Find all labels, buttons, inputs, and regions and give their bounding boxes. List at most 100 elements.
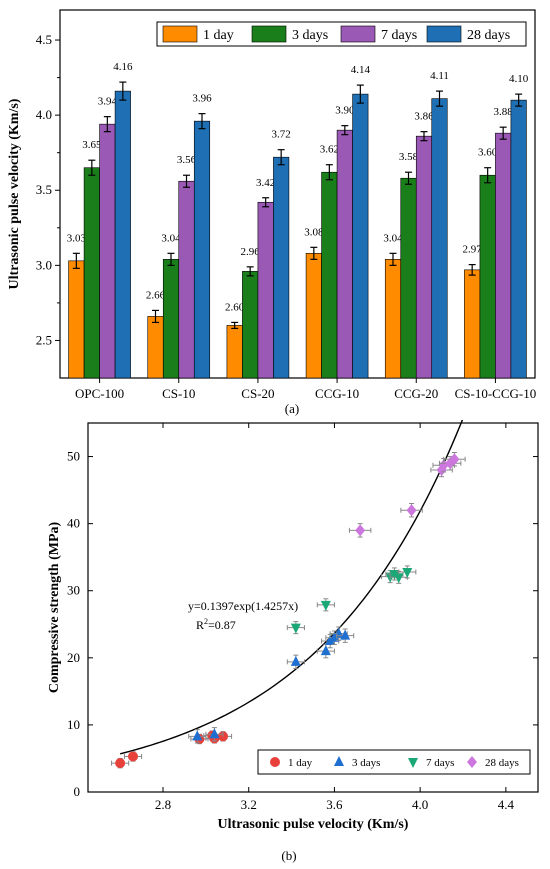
data-label: 3.58 <box>399 151 419 163</box>
y-axis-title-b: Compressive strength (MPa) <box>47 521 62 693</box>
data-point <box>449 453 460 466</box>
bar <box>273 156 290 379</box>
r2-superscript: 2 <box>204 617 208 626</box>
legend-label: 1 day <box>203 28 234 43</box>
x-tick-label-b: 3.6 <box>326 797 343 812</box>
series-triangle-up <box>188 626 355 744</box>
data-label: 4.14 <box>351 64 371 76</box>
x-tick-label-a: CS-20 <box>241 386 274 401</box>
data-label: 3.88 <box>494 106 514 118</box>
bar <box>68 260 85 379</box>
bar <box>336 129 353 379</box>
bar <box>384 259 402 379</box>
data-label: 3.62 <box>320 144 339 156</box>
r2-prefix: R <box>196 618 204 632</box>
y-tick-label-a: 2.5 <box>36 332 52 347</box>
series-triangle-down <box>286 565 417 635</box>
bar <box>352 93 369 379</box>
data-label: 4.11 <box>430 70 449 82</box>
data-point <box>436 463 447 476</box>
x-tick-label-b: 2.8 <box>155 797 171 812</box>
data-label: 2.66 <box>146 289 166 301</box>
bar <box>242 271 259 379</box>
bar <box>415 135 433 379</box>
legend-swatch <box>426 25 462 43</box>
data-label: 3.42 <box>256 177 275 189</box>
data-point <box>325 635 336 646</box>
bar-chart-a: 2.5 3.0 3.5 4.0 4.5 Ultrasonic pulse velocity… <box>7 9 537 416</box>
y-tick-label-a: 4.0 <box>36 107 52 122</box>
legend-label: 7 days <box>381 28 417 43</box>
data-label: 3.86 <box>414 111 434 123</box>
data-point <box>320 600 331 611</box>
bar <box>510 99 527 379</box>
bar <box>193 120 211 379</box>
data-point <box>389 569 400 580</box>
data-label: 3.56 <box>177 154 197 166</box>
legend-swatch <box>251 25 287 43</box>
bar <box>178 180 195 379</box>
data-point <box>355 524 366 537</box>
data-label: 2.60 <box>225 301 245 313</box>
bar <box>400 177 417 379</box>
bar <box>83 167 100 379</box>
data-point <box>393 573 404 584</box>
data-label: 3.94 <box>98 96 118 108</box>
r2-value: =0.87 <box>208 618 236 632</box>
x-tick-label-a: CS-10 <box>162 386 195 401</box>
bar <box>464 269 481 379</box>
legend-label: 3 days <box>292 28 328 43</box>
data-label: 4.16 <box>113 61 133 73</box>
legend-a: 1 day 3 days 7 days 28 days <box>156 21 527 47</box>
y-tick-label-b: 40 <box>67 516 80 531</box>
legend-label: 28 days <box>485 757 519 769</box>
y-tick-label-a: 4.5 <box>36 32 52 47</box>
bar <box>305 253 322 379</box>
data-label: 3.65 <box>82 139 102 151</box>
bar <box>479 174 496 379</box>
data-point <box>320 645 331 656</box>
data-point <box>128 751 138 762</box>
x-tick-label-b: 4.4 <box>498 797 515 812</box>
x-tick-label-b: 4.0 <box>412 797 428 812</box>
panel-label-a: (a) <box>285 401 299 416</box>
data-label: 3.04 <box>383 232 403 244</box>
legend-marker <box>467 756 477 768</box>
legend-label: 1 day <box>288 757 313 769</box>
y-tick-label-b: 10 <box>67 717 80 732</box>
data-label: 4.10 <box>509 73 529 85</box>
y-axis-title-a: Ultrasonic pulse velocity (Km/s) <box>7 98 22 289</box>
data-label: 2.97 <box>463 244 483 256</box>
panel-label-b: (b) <box>281 848 296 863</box>
x-tick-label-b: 3.2 <box>241 797 257 812</box>
data-label: 3.96 <box>192 93 212 105</box>
data-point <box>340 629 351 640</box>
legend-b: 1 day 3 days 7 days 28 days <box>257 749 531 775</box>
x-tick-label-a: CCG-20 <box>394 386 438 401</box>
bar <box>99 123 116 379</box>
legend-swatch <box>162 25 198 43</box>
x-tick-label-a: CS-10-CCG-10 <box>455 386 537 401</box>
scatter-chart-b: 2.8 3.2 3.6 4.0 4.4 0 10 20 30 40 50 Ultrasonic pul… <box>47 420 539 863</box>
data-point <box>290 655 301 666</box>
data-point <box>209 728 220 739</box>
bar <box>495 132 512 379</box>
legend-marker <box>270 757 280 767</box>
y-tick-label-b: 50 <box>67 449 80 464</box>
x-axis-title-b: Ultrasonic pulse velocity (Km/s) <box>218 817 409 832</box>
x-tick-label-a: CCG-10 <box>315 386 359 401</box>
fit-r-squared: R2=0.87 <box>196 617 236 632</box>
bar <box>147 316 164 379</box>
plot-frame-a <box>59 9 536 379</box>
bar <box>257 201 274 379</box>
legend-frame-b <box>257 749 531 775</box>
fit-curve <box>119 420 464 755</box>
plot-frame-b <box>87 422 539 793</box>
data-label: 3.90 <box>335 105 355 117</box>
data-label: 3.08 <box>304 226 324 238</box>
y-tick-label-a: 3.5 <box>36 182 52 197</box>
fit-equation: y=0.1397exp(1.4257x) <box>188 599 298 613</box>
x-tick-label-a: OPC-100 <box>75 386 124 401</box>
bar <box>226 325 243 379</box>
data-point <box>406 504 417 517</box>
